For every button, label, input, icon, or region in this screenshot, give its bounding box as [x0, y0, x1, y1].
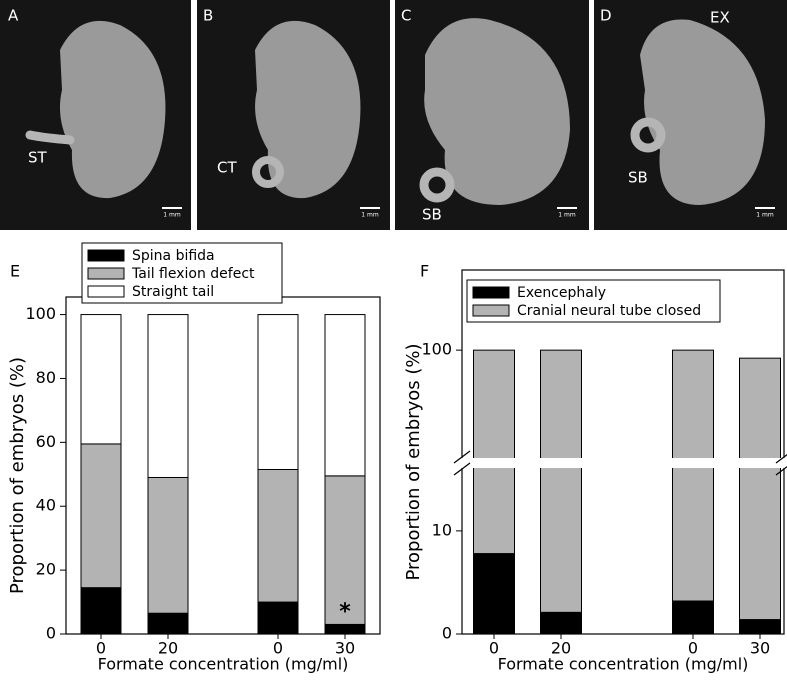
y-tick-label: 40	[36, 496, 56, 515]
embryo-tail	[630, 117, 666, 153]
bar-segment	[80, 314, 122, 445]
panel-letter: F	[420, 262, 429, 281]
plot-frame	[461, 269, 785, 635]
embryo	[255, 20, 361, 199]
bar-segment	[324, 623, 366, 635]
legend-label: Exencephaly	[517, 285, 606, 301]
scale-bar-label: 1 mm	[163, 212, 181, 219]
y-tick-label: 0	[46, 624, 56, 643]
structure-label: SB	[628, 169, 648, 187]
structure-label: ST	[28, 149, 48, 167]
x-tick-label: 20	[551, 639, 571, 658]
bar-segment	[257, 468, 299, 603]
legend-swatch	[87, 249, 125, 262]
panel-letter: A	[8, 7, 19, 25]
photos	[0, 0, 787, 230]
x-tick-label: 0	[96, 639, 106, 658]
panel-letter: C	[401, 7, 411, 25]
break-mark	[775, 466, 787, 476]
bar-segment	[473, 349, 515, 555]
break-mark	[775, 454, 787, 464]
x-axis-label: Formate concentration (mg/ml)	[98, 655, 349, 674]
structure-label: SB	[422, 206, 442, 224]
y-tick-label: 10	[432, 520, 452, 539]
x-tick-label: 0	[273, 639, 283, 658]
embryo	[424, 18, 570, 205]
bar-segment	[257, 601, 299, 635]
structure-label: CT	[217, 159, 237, 177]
y-tick-label: 100	[25, 304, 56, 323]
break-mark	[453, 450, 471, 464]
bar-segment	[80, 443, 122, 589]
annotation: *	[339, 599, 351, 624]
legend-label: Straight tail	[132, 284, 214, 300]
legend-label: Spina bifida	[132, 248, 215, 264]
legend-swatch	[87, 285, 125, 298]
x-tick-label: 30	[750, 639, 770, 658]
x-tick-label: 0	[688, 639, 698, 658]
axis-break	[454, 458, 787, 468]
bar-segment	[473, 553, 515, 635]
panel-letter: B	[203, 7, 213, 25]
bar-segment	[672, 349, 714, 602]
scale-bar-label: 1 mm	[558, 212, 576, 219]
legend-label: Cranial neural tube closed	[517, 303, 701, 319]
bar-segment	[147, 612, 189, 635]
bar-segment	[257, 314, 299, 470]
bar-segment	[672, 600, 714, 635]
legend-label: Tail flexion defect	[131, 266, 255, 282]
panel-letter: E	[10, 262, 20, 281]
y-axis-label: Proportion of embryos (%)	[7, 357, 28, 594]
bar-segment	[739, 619, 781, 635]
embryo	[59, 20, 166, 199]
legend-swatch	[87, 267, 125, 280]
embryo-tail	[419, 167, 455, 203]
bar-segment	[147, 476, 189, 614]
panel-letter: D	[600, 7, 612, 25]
x-tick-label: 20	[158, 639, 178, 658]
x-axis-label: Formate concentration (mg/ml)	[498, 655, 749, 674]
bar-segment	[540, 349, 582, 613]
embryo	[640, 19, 765, 205]
scale-bar-label: 1 mm	[361, 212, 379, 219]
embryo-tail	[25, 130, 75, 145]
y-tick-label: 20	[36, 560, 56, 579]
y-tick-label: 80	[36, 368, 56, 387]
x-tick-label: 0	[489, 639, 499, 658]
y-axis-label: Proportion of embryos (%)	[403, 343, 424, 580]
break-mark	[453, 462, 471, 476]
scale-bar-label: 1 mm	[756, 212, 774, 219]
bar-segment	[147, 314, 189, 478]
bar-segment	[80, 587, 122, 635]
structure-label: EX	[710, 9, 730, 27]
legend-swatch	[472, 286, 510, 299]
y-tick-label: 100	[421, 340, 452, 359]
embryo-tail	[252, 156, 284, 188]
bar-segment	[540, 611, 582, 635]
y-tick-label: 60	[36, 432, 56, 451]
bar-segment	[324, 314, 366, 477]
bar-segment	[739, 357, 781, 621]
legend-swatch	[472, 304, 510, 317]
x-tick-label: 30	[335, 639, 355, 658]
y-tick-label: 0	[442, 624, 452, 643]
